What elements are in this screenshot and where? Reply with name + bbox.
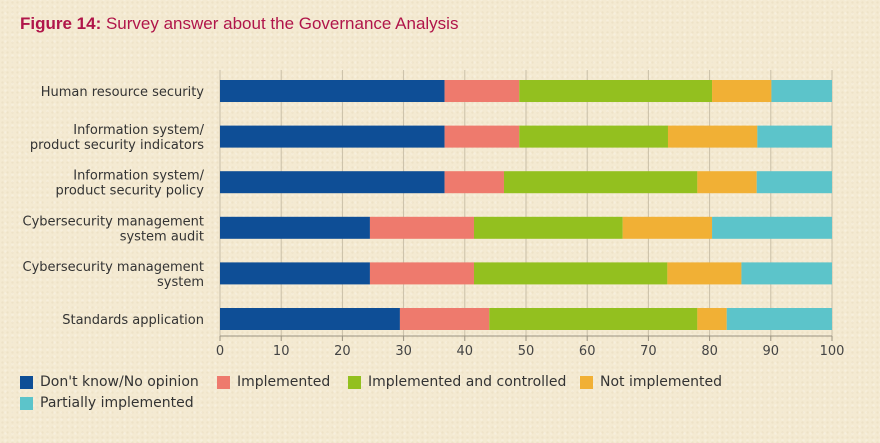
legend-swatch <box>580 375 593 389</box>
bar-segment <box>519 80 713 102</box>
bar-segment <box>697 171 757 194</box>
bar-segment <box>756 171 832 194</box>
bar-segment <box>712 80 772 102</box>
bar-segment <box>712 216 832 239</box>
legend-item: Implemented <box>217 374 330 390</box>
bar-segment <box>369 216 474 239</box>
bar-segment <box>444 171 504 194</box>
x-tick-label: 0 <box>216 344 224 359</box>
category-label: Information system/product security indi… <box>30 123 205 153</box>
legend-swatch <box>348 375 361 389</box>
figure-number: Figure 14: <box>20 14 102 33</box>
bar-segment <box>399 308 490 330</box>
bar-segment <box>667 262 742 285</box>
x-tick-label: 70 <box>640 344 657 359</box>
bar-segment <box>757 125 832 148</box>
bar-segment <box>220 171 445 194</box>
bar-segment <box>444 125 520 148</box>
bar-segment <box>369 262 474 285</box>
legend-label: Implemented <box>237 374 331 390</box>
bar-segment <box>220 80 445 102</box>
chart-title: Figure 14: Survey answer about the Gover… <box>20 14 458 34</box>
bar-segment <box>444 80 520 102</box>
bar-segment <box>726 308 832 330</box>
bar-segment <box>622 216 713 239</box>
bar-segment <box>473 216 623 239</box>
bar-segment <box>519 125 668 148</box>
x-tick-label: 30 <box>395 344 412 359</box>
chart-area: 0 10 20 30 40 50 60 70 80 90 100 Human resource sec… <box>23 70 845 359</box>
legend-item: Partially implemented <box>20 395 194 411</box>
bar-segment <box>220 262 370 285</box>
legend-swatch <box>217 375 230 389</box>
legend-label: Not implemented <box>600 374 723 390</box>
bar-segment <box>220 216 370 239</box>
bar-segment <box>503 171 698 194</box>
legend-label: Implemented and controlled <box>368 374 567 390</box>
x-tick-label: 50 <box>518 344 535 359</box>
category-label: Cybersecurity management system audit <box>23 214 205 244</box>
figure-caption: Survey answer about the Governance Analy… <box>101 14 459 33</box>
category-label: Human resource security <box>41 85 205 100</box>
bar-segment <box>667 125 758 148</box>
legend-swatch <box>20 396 33 410</box>
bar-segment <box>697 308 727 330</box>
legend-item: Don't know/No opinion <box>20 374 199 390</box>
bar-segment <box>489 308 698 330</box>
x-tick-label: 60 <box>579 344 596 359</box>
x-tick-label: 80 <box>701 344 718 359</box>
x-tick-label: 90 <box>763 344 780 359</box>
x-tick-label: 10 <box>273 344 290 359</box>
bar-segment <box>220 308 400 330</box>
category-label: Information system/product security poli… <box>56 169 205 199</box>
bar-segment <box>473 262 668 285</box>
bar-segment <box>741 262 832 285</box>
legend-label: Partially implemented <box>40 395 194 411</box>
category-label: Standards application <box>62 313 204 328</box>
legend-item: Not implemented <box>580 374 722 390</box>
category-label: Cybersecurity management system <box>23 260 205 290</box>
legend-swatch <box>20 375 33 389</box>
legend-label: Don't know/No opinion <box>40 374 199 390</box>
x-tick-label: 40 <box>457 344 474 359</box>
bar-segment <box>771 80 832 102</box>
bar-segment <box>220 125 445 148</box>
x-tick-label: 20 <box>334 344 351 359</box>
legend-item: Implemented and controlled <box>348 374 566 390</box>
x-tick-label: 100 <box>820 344 845 359</box>
